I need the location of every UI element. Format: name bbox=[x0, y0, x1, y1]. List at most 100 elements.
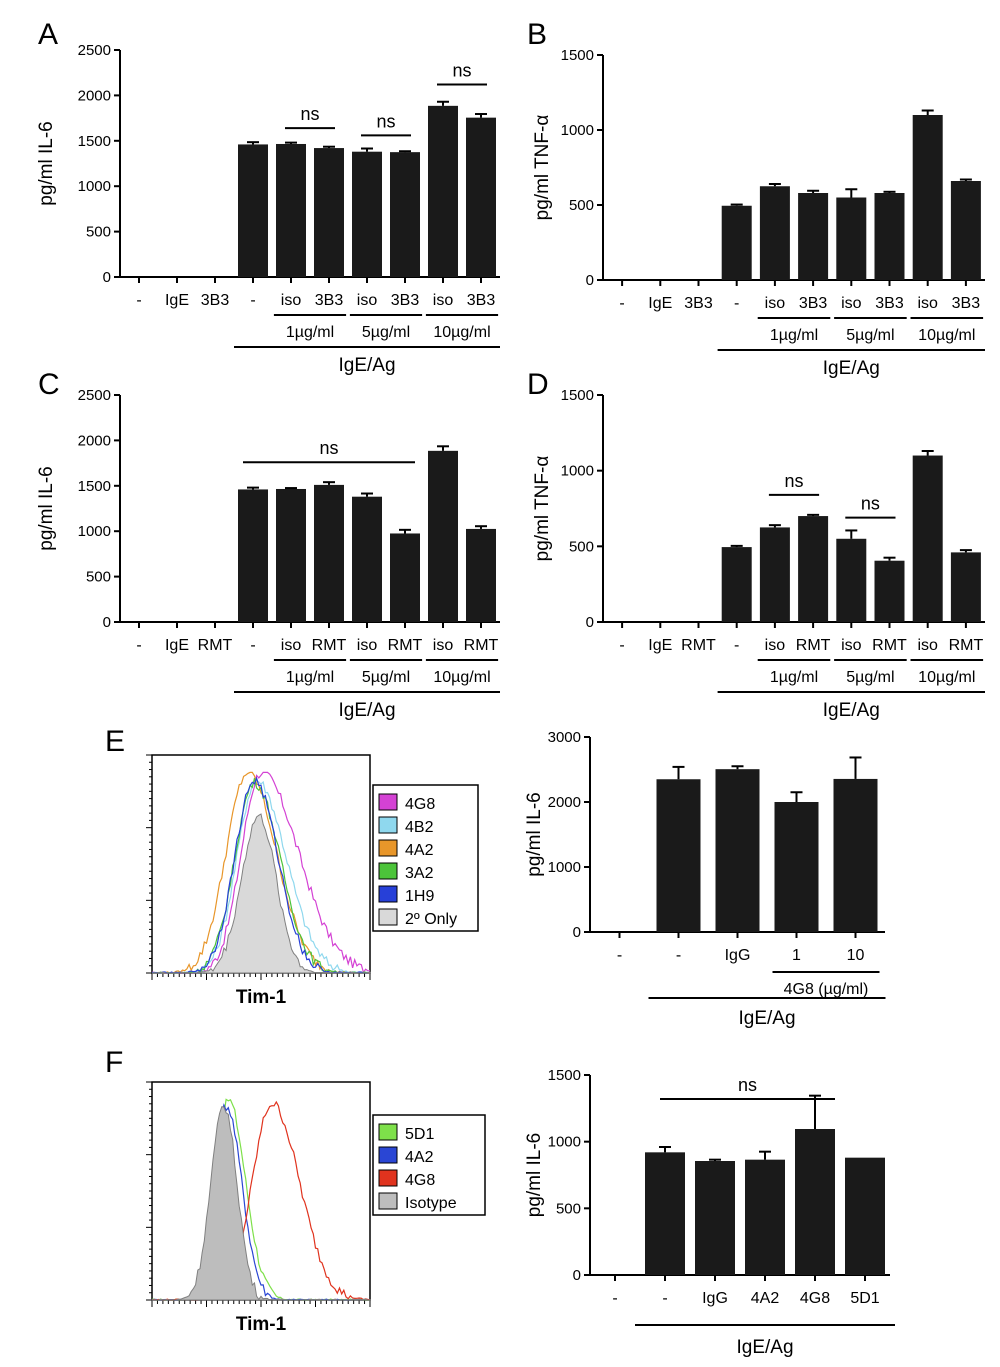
x-tick-label: IgE bbox=[165, 292, 189, 309]
x-tick-label: IgG bbox=[702, 1290, 728, 1307]
bar-B-4 bbox=[759, 186, 790, 280]
y-tick-label: 0 bbox=[103, 269, 111, 286]
legend-swatch-5D1 bbox=[378, 1123, 398, 1141]
ns-label: ns bbox=[300, 104, 319, 124]
x-axis-label: Tim-1 bbox=[236, 1314, 287, 1335]
y-tick-label: 500 bbox=[569, 197, 594, 214]
x-tick-label: - bbox=[250, 637, 255, 654]
x-tick-label: - bbox=[734, 637, 739, 654]
bar-B-3 bbox=[721, 205, 752, 280]
y-tick-label: 1000 bbox=[561, 463, 594, 480]
y-tick-label: 0 bbox=[573, 1267, 581, 1284]
y-axis-label: pg/ml IL-6 bbox=[36, 121, 57, 205]
x-tick-label: - bbox=[136, 637, 141, 654]
x-tick-label: RMT bbox=[796, 637, 831, 654]
x-tick-label: 3B3 bbox=[467, 292, 496, 309]
x-tick-label: 4G8 bbox=[800, 1290, 830, 1307]
conc-label: 5µg/ml bbox=[846, 669, 894, 686]
bar-E-bar-4 bbox=[833, 778, 878, 932]
x-tick-label: IgE bbox=[648, 637, 672, 654]
legend-label: 3A2 bbox=[405, 865, 434, 882]
group-label: IgE/Ag bbox=[738, 1008, 795, 1029]
y-tick-label: 500 bbox=[86, 224, 111, 241]
legend-label: 4G8 bbox=[405, 1172, 435, 1189]
x-axis-label: Tim-1 bbox=[236, 987, 287, 1008]
y-tick-label: 1500 bbox=[561, 387, 594, 404]
panel-label-e: E bbox=[105, 725, 126, 758]
y-tick-label: 1000 bbox=[561, 122, 594, 139]
panel-label-f: F bbox=[105, 1046, 124, 1079]
conc-label: 1µg/ml bbox=[770, 669, 818, 686]
bar-C-4 bbox=[276, 488, 306, 622]
ns-label: ns bbox=[861, 494, 880, 514]
bar-F-bar-5 bbox=[845, 1157, 885, 1275]
bar-D-7 bbox=[874, 560, 905, 622]
y-tick-label: 2000 bbox=[78, 432, 111, 449]
dose-label: 4G8 (µg/ml) bbox=[784, 981, 869, 998]
bar-D-3 bbox=[721, 547, 752, 622]
x-tick-label: - bbox=[662, 1290, 667, 1307]
bar-C-9 bbox=[466, 528, 496, 622]
x-tick-label: iso bbox=[357, 292, 378, 309]
bar-C-8 bbox=[428, 450, 458, 622]
x-tick-label: 3B3 bbox=[315, 292, 344, 309]
x-tick-label: - bbox=[617, 947, 622, 964]
y-tick-label: 0 bbox=[573, 924, 581, 941]
x-tick-label: iso bbox=[917, 637, 938, 654]
legend-swatch-1H9 bbox=[378, 885, 398, 903]
bar-A-6 bbox=[352, 151, 382, 277]
bar-D-6 bbox=[836, 538, 867, 622]
legend-swatch-4A2 bbox=[378, 1146, 398, 1164]
bar-F-bar-4 bbox=[795, 1129, 835, 1275]
bar-E-bar-1 bbox=[656, 779, 701, 932]
bar-B-8 bbox=[912, 115, 943, 280]
x-tick-label: - bbox=[619, 637, 624, 654]
x-tick-label: iso bbox=[765, 637, 786, 654]
y-tick-label: 1500 bbox=[561, 47, 594, 64]
x-tick-label: iso bbox=[281, 637, 302, 654]
bar-C-7 bbox=[390, 533, 420, 622]
y-tick-label: 0 bbox=[586, 614, 594, 631]
x-tick-label: IgE bbox=[648, 295, 672, 312]
x-tick-label: 3B3 bbox=[799, 295, 828, 312]
y-tick-label: 3000 bbox=[548, 729, 581, 746]
panel-label-d: D bbox=[527, 368, 549, 401]
x-tick-label: 10 bbox=[847, 947, 865, 964]
y-tick-label: 1000 bbox=[548, 1134, 581, 1151]
x-tick-label: - bbox=[619, 295, 624, 312]
x-tick-label: - bbox=[734, 295, 739, 312]
x-tick-label: RMT bbox=[464, 637, 499, 654]
group-label: IgE/Ag bbox=[823, 358, 880, 379]
panel-label-b: B bbox=[527, 18, 548, 51]
y-tick-label: 1500 bbox=[78, 478, 111, 495]
x-tick-label: - bbox=[250, 292, 255, 309]
x-tick-label: iso bbox=[433, 637, 454, 654]
y-tick-label: 500 bbox=[86, 569, 111, 586]
panel-label-c: C bbox=[38, 368, 60, 401]
x-tick-label: - bbox=[136, 292, 141, 309]
conc-label: 5µg/ml bbox=[362, 669, 410, 686]
legend-swatch-4A2 bbox=[378, 839, 398, 857]
conc-label: 10µg/ml bbox=[433, 669, 490, 686]
x-tick-label: iso bbox=[357, 637, 378, 654]
legend-label: 4B2 bbox=[405, 819, 434, 836]
x-tick-label: iso bbox=[841, 295, 862, 312]
ns-label: ns bbox=[319, 438, 338, 458]
x-tick-label: IgG bbox=[725, 947, 751, 964]
ns-label: ns bbox=[376, 111, 395, 131]
legend-label: 5D1 bbox=[405, 1126, 434, 1143]
legend-swatch-3A2 bbox=[378, 862, 398, 880]
y-tick-label: 2500 bbox=[78, 42, 111, 59]
histogram-fill-Isotype bbox=[151, 1106, 371, 1301]
ns-label: ns bbox=[784, 471, 803, 491]
bar-D-8 bbox=[912, 455, 943, 622]
legend-label: 4A2 bbox=[405, 1149, 434, 1166]
legend-swatch-2º Only bbox=[378, 908, 398, 926]
bar-D-9 bbox=[950, 552, 981, 622]
y-tick-label: 500 bbox=[569, 538, 594, 555]
bar-F-bar-1 bbox=[645, 1152, 685, 1275]
conc-label: 10µg/ml bbox=[918, 327, 975, 344]
conc-label: 10µg/ml bbox=[433, 324, 490, 341]
